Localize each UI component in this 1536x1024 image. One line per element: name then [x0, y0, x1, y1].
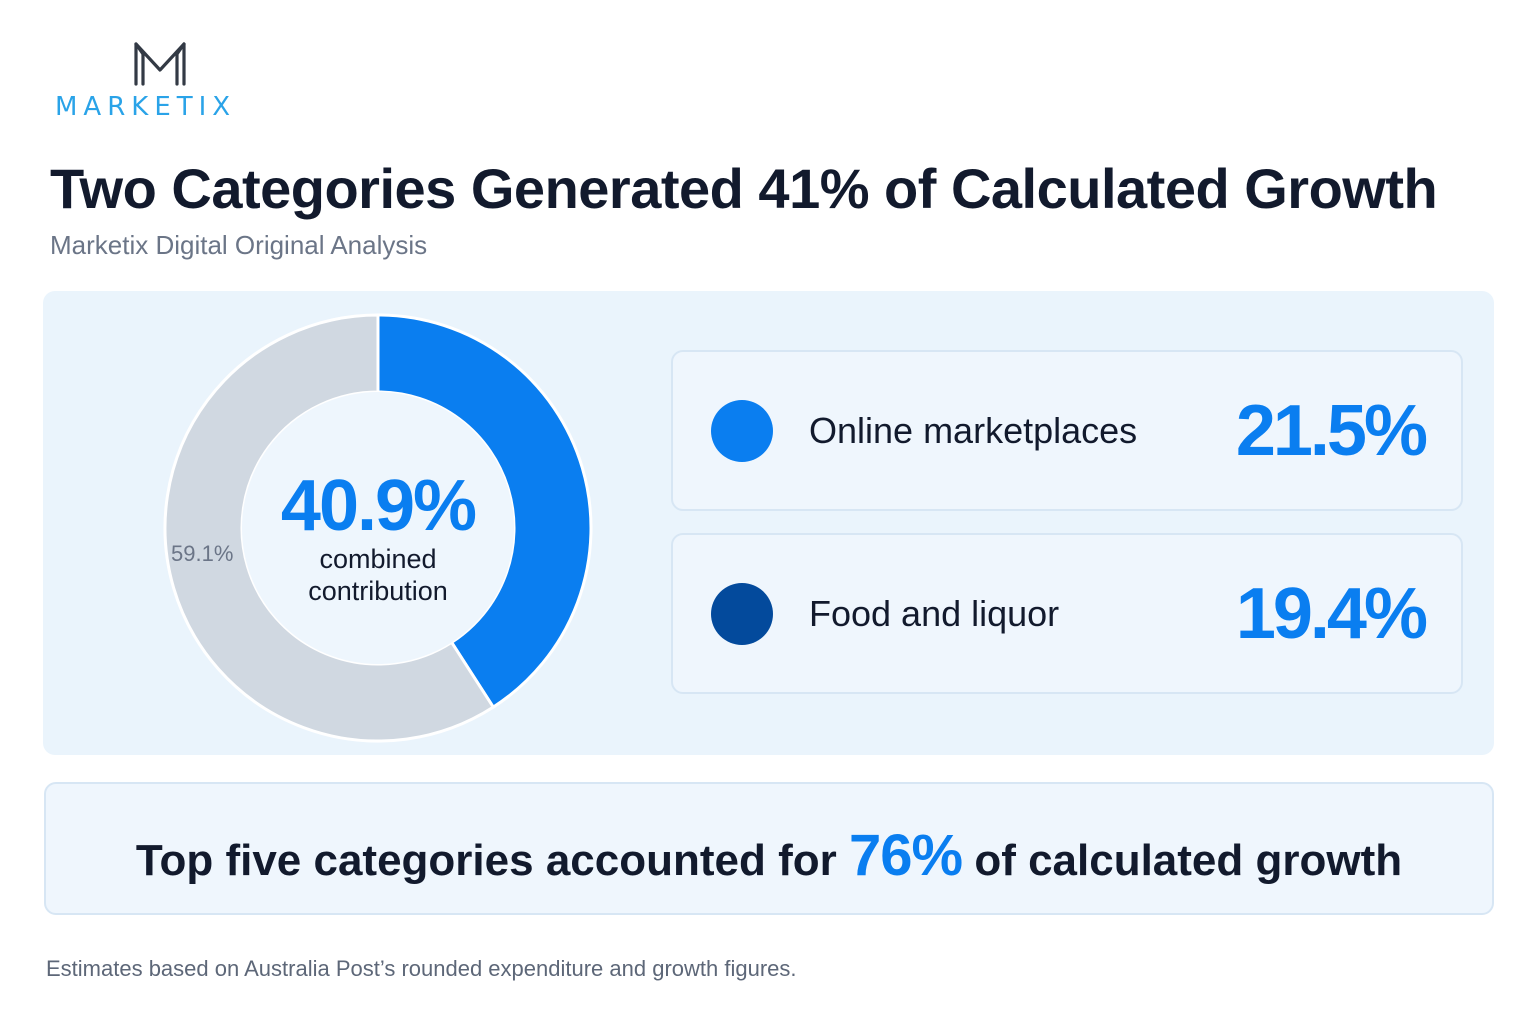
banner-suffix: of calculated growth: [974, 836, 1403, 885]
donut-center-value: 40.9%: [280, 466, 477, 546]
banner-highlight: 76%: [848, 823, 963, 888]
brand-logo: MARKETIX: [55, 38, 270, 122]
donut-chart: [163, 313, 593, 743]
donut-center-label: combined contribution: [308, 544, 448, 606]
legend-dot: [711, 400, 773, 462]
m-logo-icon: [134, 42, 186, 86]
footnote: Estimates based on Australia Post’s roun…: [46, 956, 797, 981]
summary-banner: Top five categories accounted for 76% of…: [44, 782, 1494, 915]
category-label: Online marketplaces: [809, 410, 1138, 451]
category-card-food-and-liquor: Food and liquor 19.4%: [671, 533, 1463, 694]
donut-hole: [242, 392, 514, 664]
page-title: Two Categories Generated 41% of Calculat…: [50, 157, 1438, 220]
page-subtitle: Marketix Digital Original Analysis: [50, 230, 428, 260]
banner-prefix: Top five categories accounted for: [135, 836, 837, 885]
category-label: Food and liquor: [809, 593, 1060, 634]
category-value: 19.4%: [1235, 574, 1428, 654]
brand-wordmark: MARKETIX: [55, 92, 237, 122]
donut-remainder-label: 59.1%: [171, 541, 234, 566]
chart-panel: 40.9% combined contribution 59.1% Online…: [43, 291, 1494, 755]
legend-dot: [711, 583, 773, 645]
category-card-online-marketplaces: Online marketplaces 21.5%: [671, 350, 1463, 511]
category-value: 21.5%: [1235, 391, 1428, 471]
